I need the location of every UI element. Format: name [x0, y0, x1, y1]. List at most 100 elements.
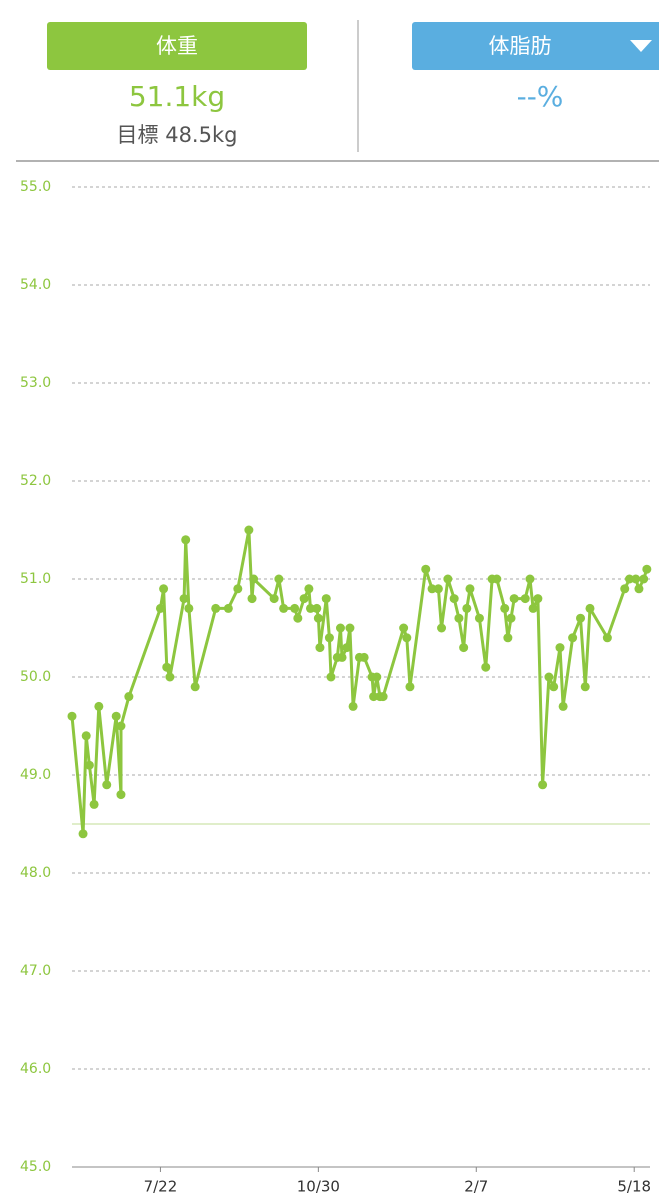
data-point — [474, 613, 484, 623]
data-point — [558, 701, 568, 711]
data-point — [279, 603, 289, 613]
data-point — [299, 594, 309, 604]
data-point — [78, 829, 88, 839]
data-point — [345, 623, 355, 633]
x-tick-label: 2/7 — [464, 1178, 488, 1196]
data-point — [81, 731, 91, 741]
data-point — [290, 603, 300, 613]
data-point — [155, 603, 165, 613]
y-tick-label: 47.0 — [20, 963, 51, 979]
data-point — [459, 643, 469, 653]
data-point — [634, 584, 644, 594]
data-point — [399, 623, 409, 633]
data-point — [111, 711, 121, 721]
data-point — [269, 594, 279, 604]
weight-tab[interactable] — [47, 22, 307, 70]
data-point — [67, 711, 77, 721]
data-point — [313, 613, 323, 623]
data-point — [433, 584, 443, 594]
data-point — [211, 603, 221, 613]
y-tick-label: 45.0 — [20, 1159, 51, 1175]
data-point — [620, 584, 630, 594]
data-point — [312, 603, 322, 613]
data-point — [159, 584, 169, 594]
chart: 45.0 46.0 47.0 48.0 49.0 50.0 51.0 52.0 53.0 54.0… — [20, 179, 652, 1196]
y-tick-label: 49.0 — [20, 767, 51, 783]
data-point — [443, 574, 453, 584]
data-point — [500, 603, 510, 613]
data-point — [602, 633, 612, 643]
data-point — [84, 760, 94, 770]
body-fat-tab-label[interactable]: 体脂肪 — [489, 34, 552, 58]
y-tick-label: 54.0 — [20, 277, 51, 293]
data-point — [372, 672, 382, 682]
data-point — [342, 643, 352, 653]
data-point — [585, 603, 595, 613]
data-point — [538, 780, 548, 790]
weight-tab-label[interactable]: 体重 — [156, 34, 198, 58]
data-point — [378, 692, 388, 702]
data-point — [324, 633, 334, 643]
data-point — [528, 603, 538, 613]
data-point — [437, 623, 447, 633]
data-point — [369, 692, 379, 702]
data-point — [321, 594, 331, 604]
weight-target: 目標 48.5kg — [117, 123, 238, 147]
data-point — [506, 613, 516, 623]
data-point — [449, 594, 459, 604]
data-point — [326, 672, 336, 682]
data-point — [631, 574, 641, 584]
data-point — [102, 780, 112, 790]
data-point — [184, 603, 194, 613]
body-fat-value: --% — [517, 80, 564, 113]
data-point — [402, 633, 412, 643]
data-point — [89, 799, 99, 809]
data-point — [337, 652, 347, 662]
data-point — [359, 652, 369, 662]
data-point — [533, 594, 543, 604]
data-point — [335, 623, 345, 633]
body-fat-tab[interactable] — [412, 22, 659, 70]
data-point — [274, 574, 284, 584]
data-point — [503, 633, 513, 643]
data-point — [568, 633, 578, 643]
data-point — [233, 584, 243, 594]
data-point — [624, 574, 634, 584]
y-tick-label: 52.0 — [20, 473, 51, 489]
data-point — [162, 662, 172, 672]
data-point — [454, 613, 464, 623]
data-point — [509, 594, 519, 604]
data-point — [576, 613, 586, 623]
data-point — [348, 701, 358, 711]
data-point — [492, 574, 502, 584]
data-point — [116, 790, 126, 800]
weight-line — [70, 528, 649, 836]
y-tick-label: 51.0 — [20, 571, 51, 587]
data-point — [304, 584, 314, 594]
data-point — [481, 662, 491, 672]
data-point — [165, 672, 175, 682]
data-point — [520, 594, 530, 604]
x-tick-label: 5/18 — [617, 1178, 651, 1196]
data-point — [315, 643, 325, 653]
data-point — [405, 682, 415, 692]
data-point — [639, 574, 649, 584]
data-point — [124, 692, 134, 702]
x-tick-label: 10/30 — [297, 1178, 340, 1196]
data-point — [549, 682, 559, 692]
data-point — [181, 535, 191, 545]
data-point — [94, 701, 104, 711]
data-point — [544, 672, 554, 682]
y-tick-label: 53.0 — [20, 375, 51, 391]
data-point — [244, 525, 254, 535]
y-tick-label: 46.0 — [20, 1061, 51, 1077]
x-tick-label: 7/22 — [144, 1178, 178, 1196]
dropdown-arrow[interactable] — [630, 40, 652, 52]
data-point — [293, 613, 303, 623]
data-point — [190, 682, 200, 692]
data-point — [116, 721, 126, 731]
data-point — [642, 564, 652, 574]
